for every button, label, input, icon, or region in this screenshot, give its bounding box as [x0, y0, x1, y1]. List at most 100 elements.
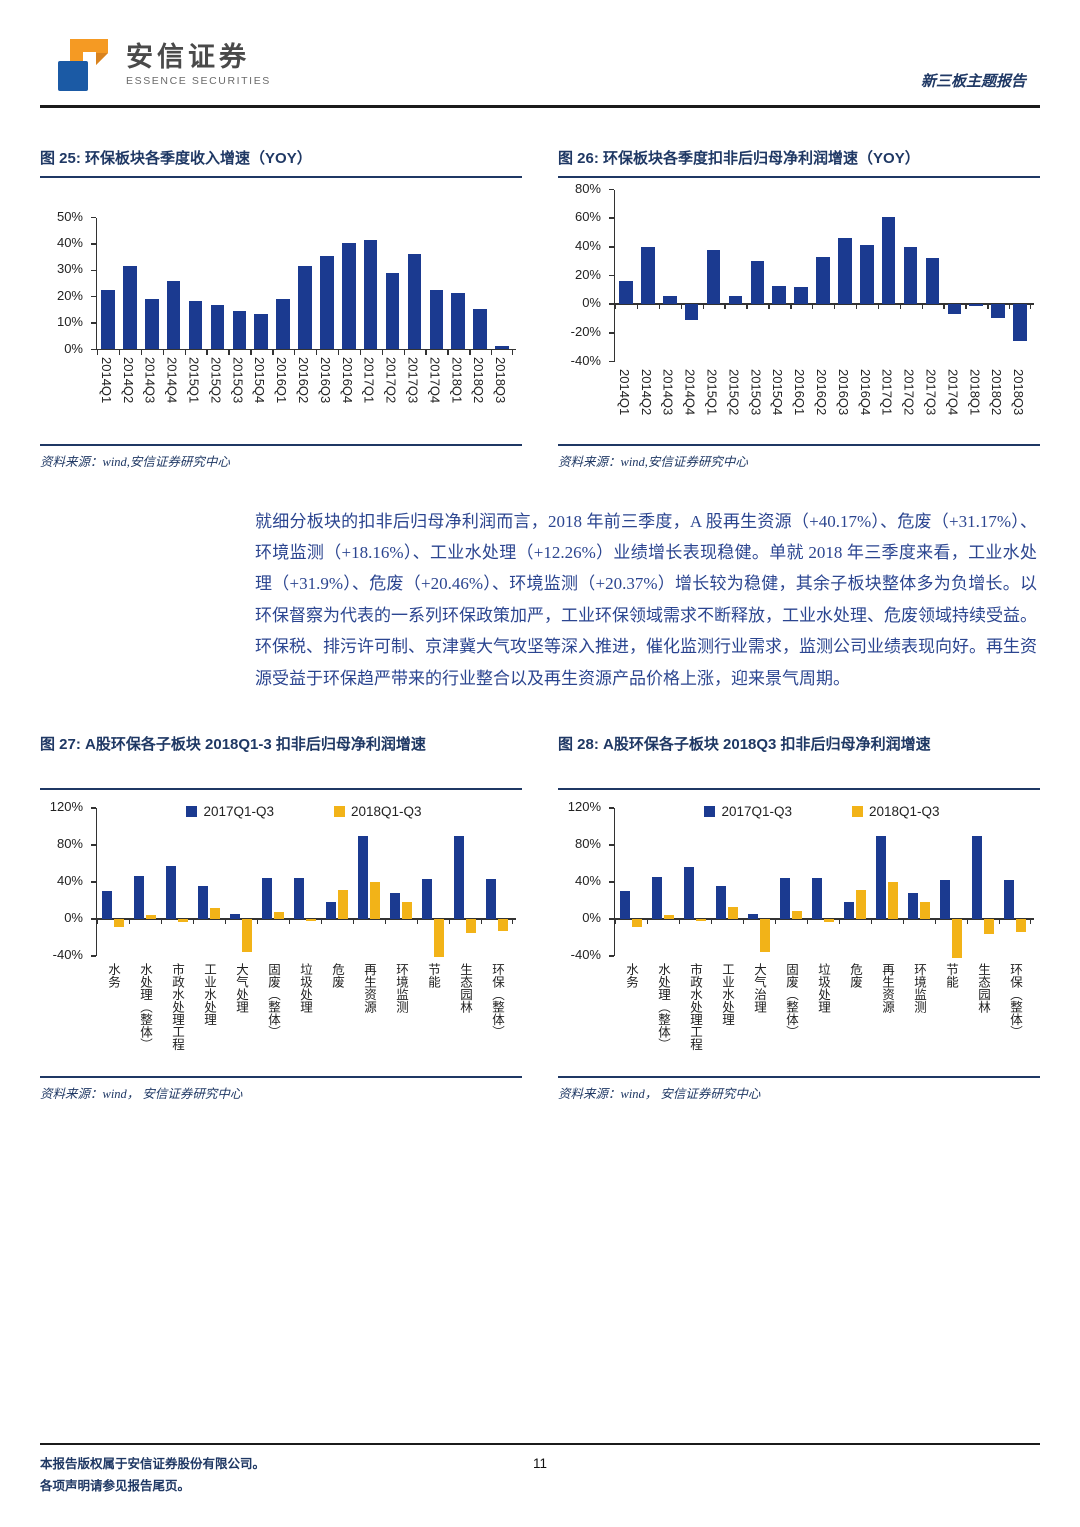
x-tick-mark [184, 349, 186, 355]
y-tick-label: 120% [49, 799, 83, 815]
bar-2015Q1 [706, 249, 721, 305]
x-tick-mark [250, 349, 252, 355]
bar-2018Q1 [451, 292, 466, 350]
x-tick-mark [1009, 304, 1011, 310]
bar-2016Q3 [320, 255, 334, 350]
figure-27-chart: -40% 0% 40% 80% 120% 水务 水处理（整体） 市政水处理工程 工业水处理 大气处… [40, 796, 522, 1074]
y-tick-mark [91, 269, 96, 272]
x-tick-mark [855, 304, 858, 310]
x-tick-mark [743, 919, 745, 925]
y-tick-mark [609, 246, 614, 248]
bar-2017Q1-Q3-垃圾处理 [294, 877, 304, 920]
plot-area [614, 808, 1034, 958]
x-axis-label: 2014Q4 [164, 356, 180, 403]
x-axis-label: 2018Q1 [449, 356, 465, 403]
x-tick-mark [289, 919, 291, 925]
x-tick-mark [140, 349, 143, 355]
essence-securities-logo-icon [58, 39, 108, 91]
y-tick-mark [91, 348, 96, 351]
x-axis-label: 2018Q3 [493, 356, 509, 403]
y-tick-mark [91, 807, 96, 809]
y-tick-label: 40% [56, 873, 83, 889]
bar-2015Q4 [254, 313, 268, 350]
y-tick-mark [609, 918, 614, 920]
figure-27: 图 27: A股环保各子板块 2018Q1-3 扣非后归母净利润增速 -40% 0… [40, 734, 522, 1102]
bar-2018Q1-Q3-生态园林 [984, 919, 994, 934]
x-tick-mark [491, 349, 493, 355]
legend-swatch [186, 806, 198, 818]
figure-row-bottom: 图 27: A股环保各子板块 2018Q1-3 扣非后归母净利润增速 -40% 0… [40, 734, 1040, 1102]
x-tick-mark [679, 919, 681, 925]
bar-2016Q2 [298, 266, 312, 350]
bar-2014Q2 [123, 266, 137, 350]
bar-2017Q1-Q3-垃圾处理 [812, 877, 822, 920]
page-header: 安信证券 ESSENCE SECURITIES 新三板主题报告 [40, 28, 1040, 108]
y-tick-mark [91, 322, 96, 324]
x-axis-line [615, 303, 1034, 305]
x-axis-label: 固废（整体） [266, 963, 280, 1039]
x-axis-label: 市政水处理工程 [688, 963, 702, 1051]
bar-2018Q1-Q3-市政水处理工程 [696, 919, 706, 921]
x-axis-label: 2015Q4 [252, 356, 268, 403]
x-tick-mark [615, 919, 617, 925]
bar-2018Q2 [473, 308, 487, 350]
x-tick-mark [636, 304, 639, 310]
x-axis-label: 2014Q4 [682, 368, 698, 415]
x-tick-mark [987, 304, 989, 310]
x-tick-mark [449, 919, 451, 925]
x-tick-mark [469, 349, 471, 355]
bar-2015Q2 [210, 304, 225, 350]
x-axis-label: 生态园林 [458, 963, 472, 1014]
x-axis-label: 再生资源 [362, 963, 376, 1014]
y-tick-mark [91, 918, 96, 920]
figure-25-source: 资料来源：wind,安信证券研究中心 [40, 443, 522, 470]
x-tick-mark [775, 919, 777, 925]
brand-name-cn: 安信证券 [126, 42, 250, 73]
bar-2017Q3 [407, 254, 422, 350]
bar-2017Q2 [385, 272, 400, 350]
x-axis-label: 水务 [106, 963, 120, 989]
x-tick-mark [129, 919, 131, 925]
x-tick-mark [315, 349, 318, 355]
y-tick-mark [91, 844, 96, 846]
bar-2017Q1-Q3-节能 [940, 880, 950, 920]
x-axis-label: 工业水处理 [720, 963, 734, 1026]
x-axis-label: 2017Q1 [879, 368, 895, 415]
y-tick-label: 30% [56, 261, 83, 277]
bar-2014Q4 [684, 304, 699, 320]
bar-2018Q1-Q3-生态园林 [466, 919, 476, 933]
x-axis-label: 2016Q4 [339, 356, 355, 403]
bar-2016Q2 [816, 256, 830, 305]
legend-item: 2018Q1-Q3 [334, 804, 422, 819]
x-axis-label: 2018Q2 [989, 368, 1005, 415]
bar-2018Q1 [969, 304, 984, 307]
bar-2015Q3 [232, 311, 247, 350]
bar-2017Q1-Q3-节能 [422, 879, 432, 920]
bar-2017Q1-Q3-环保（整体） [1004, 880, 1014, 920]
legend-item: 2017Q1-Q3 [186, 804, 274, 819]
y-tick-mark [609, 188, 614, 191]
x-axis-label: 环保（整体） [1008, 963, 1022, 1039]
page-footer: 本报告版权属于安信证券股份有限公司。 各项声明请参见报告尾页。 11 [40, 1443, 1040, 1498]
x-axis-label: 固废（整体） [784, 963, 798, 1039]
bar-2015Q1 [188, 300, 203, 350]
figure-28-title: 图 28: A股环保各子板块 2018Q3 扣非后归母净利润增速 [558, 734, 1040, 791]
x-tick-mark [711, 919, 713, 925]
bar-2017Q1-Q3-市政水处理工程 [166, 866, 176, 920]
y-tick-mark [91, 955, 96, 957]
bar-2017Q4 [429, 290, 444, 350]
x-tick-mark [965, 304, 967, 310]
y-tick-label: 120% [567, 799, 601, 815]
x-tick-mark [97, 349, 99, 355]
x-axis-label: 环境监测 [394, 963, 408, 1014]
bar-2014Q3 [662, 295, 677, 305]
x-axis-label: 节能 [426, 963, 440, 989]
x-tick-mark [161, 919, 163, 925]
bar-2017Q1-Q3-再生资源 [876, 835, 886, 920]
x-tick-mark [512, 349, 514, 355]
x-tick-mark [403, 349, 405, 355]
y-tick-label: 80% [574, 836, 601, 852]
x-axis-label: 2017Q2 [901, 368, 917, 415]
x-tick-mark [162, 349, 165, 355]
